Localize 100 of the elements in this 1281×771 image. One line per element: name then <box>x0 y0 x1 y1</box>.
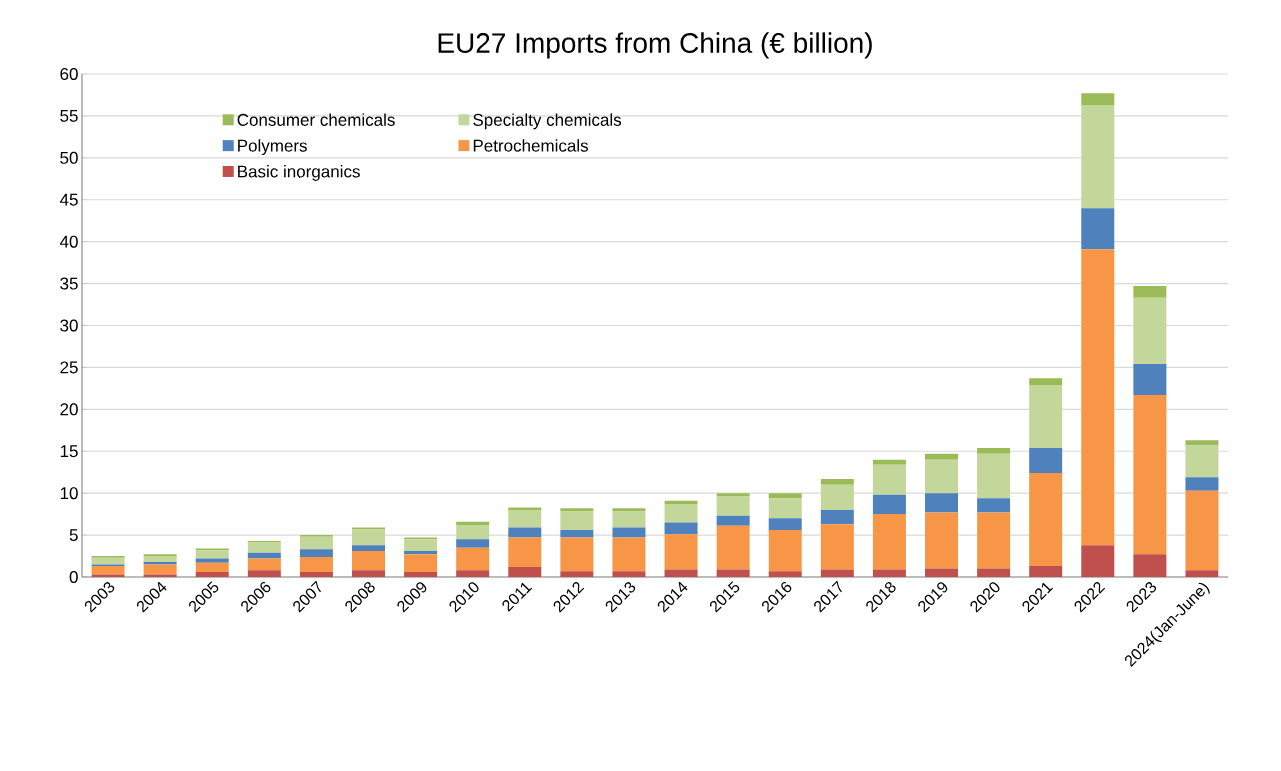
bar <box>91 566 125 575</box>
bar <box>456 525 490 540</box>
bar <box>925 493 959 513</box>
legend-label: Basic inorganics <box>238 165 360 181</box>
bar <box>560 530 594 538</box>
bar <box>560 571 594 577</box>
y-tick-label: 0 <box>69 570 78 584</box>
bar <box>977 447 1011 454</box>
bar <box>1029 378 1063 386</box>
bar <box>664 504 698 523</box>
bar <box>872 569 906 577</box>
bar <box>612 537 646 572</box>
bar <box>247 552 281 559</box>
bar <box>768 571 802 577</box>
bar <box>1081 545 1115 577</box>
bar <box>352 545 385 552</box>
bar <box>508 509 542 528</box>
bar <box>768 530 802 572</box>
bar <box>143 574 177 577</box>
bar <box>508 507 542 510</box>
bar <box>820 524 854 570</box>
bar <box>1185 570 1219 577</box>
bar <box>195 558 229 563</box>
bar <box>1029 447 1063 474</box>
bar <box>820 478 854 485</box>
bar <box>195 571 229 577</box>
bar <box>872 459 906 465</box>
bar <box>1185 477 1219 491</box>
bar <box>560 511 594 531</box>
bar <box>977 512 1011 569</box>
bar <box>664 534 698 570</box>
y-tick-label: 25 <box>60 361 78 374</box>
bar <box>1081 208 1115 250</box>
bar <box>352 570 385 577</box>
bar <box>352 529 385 546</box>
bar <box>612 511 646 528</box>
bar <box>404 571 438 577</box>
bar <box>195 562 229 572</box>
bar <box>560 537 594 572</box>
bar <box>1133 364 1167 396</box>
bar <box>820 569 854 577</box>
bar <box>768 518 802 531</box>
bar <box>664 569 698 577</box>
bar <box>299 571 333 577</box>
y-tick-label: 50 <box>60 151 78 164</box>
bar <box>404 554 438 572</box>
bar <box>91 574 125 577</box>
bar <box>925 459 959 494</box>
bar <box>612 571 646 577</box>
bar <box>1133 554 1167 577</box>
bar <box>872 514 906 570</box>
bar <box>716 525 750 570</box>
bar <box>768 493 802 499</box>
bar <box>1185 490 1219 571</box>
bar <box>716 493 750 497</box>
bar <box>352 551 385 571</box>
legend-label: Consumer chemicals <box>237 113 395 126</box>
bar <box>820 509 854 525</box>
bar <box>872 494 906 515</box>
bar <box>716 569 750 577</box>
bar <box>612 508 646 512</box>
bar <box>1029 385 1063 448</box>
bar <box>977 568 1011 577</box>
bar <box>247 558 281 571</box>
bar <box>612 527 646 538</box>
chart-title: EU27 Imports from China (€ billion) <box>438 32 872 59</box>
bar <box>820 484 854 510</box>
y-tick-label: 60 <box>60 67 78 81</box>
bar <box>143 564 177 575</box>
bar <box>456 547 490 571</box>
legend-label: Petrochemicals <box>473 139 589 152</box>
bar <box>404 539 438 552</box>
bar <box>664 522 698 535</box>
bar <box>560 508 594 512</box>
y-tick-label: 20 <box>60 403 78 416</box>
legend-label: Specialty chemicals <box>473 113 622 130</box>
bar <box>508 527 542 538</box>
legend-label: Polymers <box>238 139 307 156</box>
bar <box>508 566 542 577</box>
bar <box>1081 249 1115 546</box>
bar <box>1185 440 1219 446</box>
bar <box>977 498 1011 513</box>
bar <box>299 536 333 550</box>
y-tick-label: 30 <box>60 319 78 332</box>
y-tick-label: 35 <box>60 277 78 290</box>
bar <box>716 496 750 516</box>
bar <box>508 537 542 567</box>
bar <box>872 464 906 495</box>
bar <box>1133 297 1167 365</box>
bar <box>299 549 333 557</box>
y-tick-label: 10 <box>60 487 78 500</box>
bar <box>925 453 959 460</box>
bar <box>456 539 490 548</box>
bar <box>299 556 333 572</box>
bar <box>247 570 281 577</box>
bar <box>91 557 125 565</box>
y-tick-label: 45 <box>59 193 78 206</box>
bar <box>1029 473 1063 567</box>
y-tick-label: 5 <box>69 529 78 542</box>
bar <box>1133 395 1167 555</box>
